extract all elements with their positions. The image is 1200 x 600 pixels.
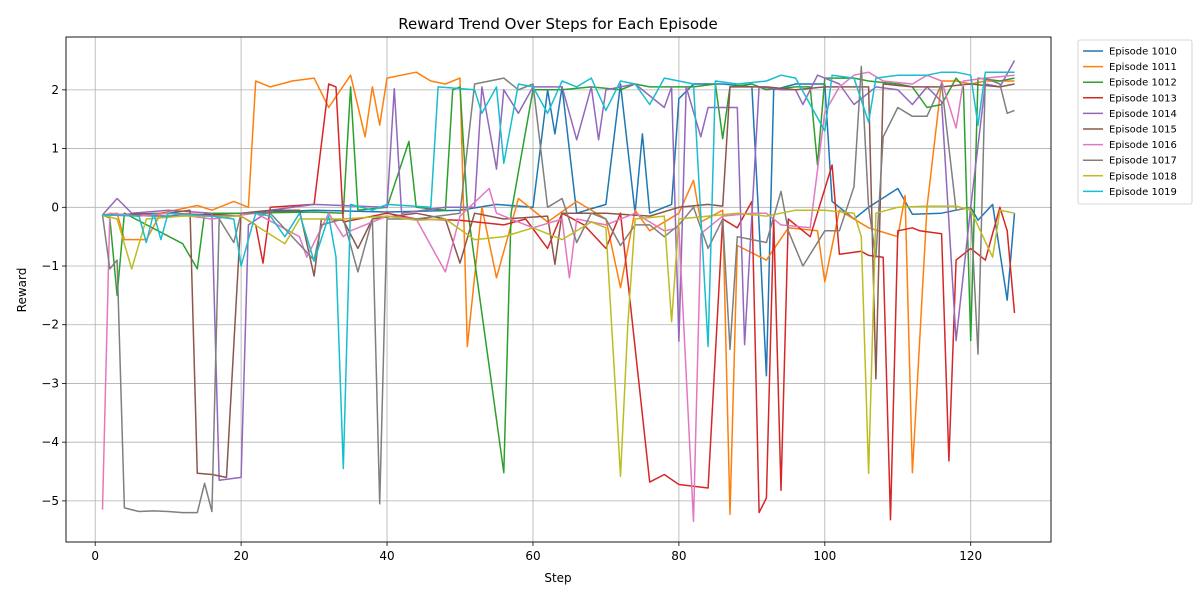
legend-label: Episode 1018 xyxy=(1109,171,1177,182)
series-line-episode-1015 xyxy=(102,83,1015,479)
legend-label: Episode 1019 xyxy=(1109,187,1177,198)
legend-label: Episode 1011 xyxy=(1109,62,1177,73)
x-tick-label: 40 xyxy=(379,549,394,563)
legend-label: Episode 1016 xyxy=(1109,140,1177,151)
legend-label: Episode 1017 xyxy=(1109,156,1177,167)
series-line-episode-1012 xyxy=(102,77,1015,474)
x-tick-label: 120 xyxy=(959,549,982,563)
plot-frame xyxy=(65,36,1052,543)
x-tick-label: 80 xyxy=(671,549,686,563)
legend-label: Episode 1010 xyxy=(1109,47,1177,58)
series-line-episode-1017 xyxy=(101,65,1015,514)
y-tick-label: −5 xyxy=(41,494,59,508)
y-tick-label: 2 xyxy=(51,83,59,97)
legend: Episode 1010 Episode 1011 Episode 1012 Epis… xyxy=(1077,39,1193,205)
y-tick-label: −2 xyxy=(41,318,59,332)
y-tick-label: −4 xyxy=(41,435,59,449)
legend-box xyxy=(1077,39,1193,205)
series-lines xyxy=(101,60,1016,523)
series-line-episode-1011 xyxy=(102,71,1015,516)
chart-title: Reward Trend Over Steps for Each Episode xyxy=(398,15,718,33)
series-line-episode-1013 xyxy=(102,83,1016,521)
legend-label: Episode 1013 xyxy=(1109,93,1177,104)
x-tick-label: 20 xyxy=(233,549,248,563)
x-tick-label: 0 xyxy=(91,549,99,563)
legend-label: Episode 1014 xyxy=(1109,109,1177,120)
x-axis-title: Step xyxy=(544,571,571,585)
legend-label: Episode 1012 xyxy=(1109,78,1177,89)
legend-label: Episode 1015 xyxy=(1109,125,1177,136)
y-axis-title: Reward xyxy=(15,268,29,313)
y-tick-label: −3 xyxy=(41,376,59,390)
series-line-episode-1018 xyxy=(102,205,1015,477)
x-tick-label: 100 xyxy=(813,549,836,563)
axis-ticks: 0 20 40 60 80 100 120 −5 −4 −3 −2 −1 0 1 2 xyxy=(41,83,982,563)
y-tick-label: −1 xyxy=(41,259,59,273)
series-line-episode-1014 xyxy=(101,60,1016,482)
x-tick-label: 60 xyxy=(525,549,540,563)
y-tick-label: 0 xyxy=(51,200,59,214)
series-line-episode-1019 xyxy=(102,71,1015,470)
y-tick-label: 1 xyxy=(51,142,59,156)
